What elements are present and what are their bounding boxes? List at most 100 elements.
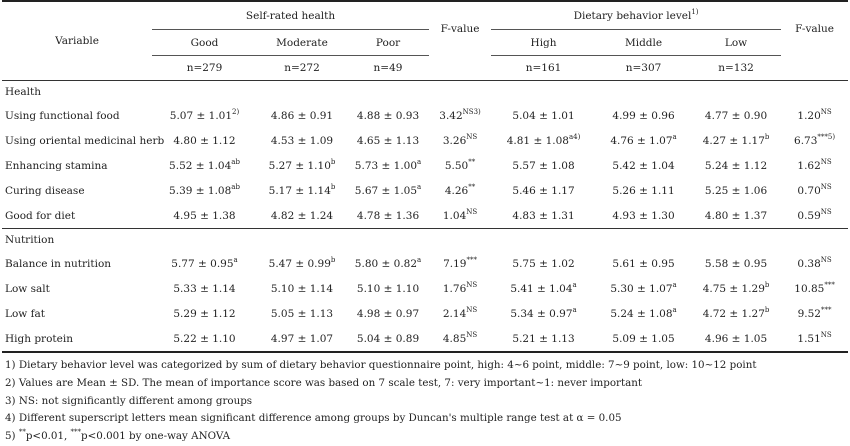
footnote-5-sup1: ** [18, 428, 26, 437]
table-row: Using functional food 5.07 ± 1.012) 4.86 ±… [2, 103, 848, 128]
table-row: Curing disease 5.39 ± 1.08ab 5.17 ± 1.14b 5… [2, 178, 848, 203]
cell-value: 0.38 [797, 257, 821, 270]
cell-value: 4.85 [442, 332, 467, 345]
cell-value: 4.65 ± 1.13 [356, 134, 420, 147]
mean-sd-cell: 4.80 ± 1.37 [691, 203, 781, 229]
cell-value: 1.04 [442, 209, 467, 222]
fvalue-cell: 4.85NS [429, 326, 492, 353]
cell-superscript: b [330, 182, 336, 191]
header-high: High [491, 29, 597, 56]
mean-sd-cell: 5.09 ± 1.05 [596, 326, 692, 353]
cell-value: 3.42 [439, 109, 463, 122]
cell-superscript: b [330, 255, 336, 264]
cell-superscript: ** [468, 157, 476, 166]
cell-value: 5.75 ± 1.02 [512, 257, 575, 270]
cell-value: 5.30 ± 1.07 [610, 282, 673, 295]
n-high: n=161 [525, 62, 562, 74]
cell-value: 5.58 ± 0.95 [704, 257, 768, 270]
n-poor: n=49 [373, 62, 403, 74]
cell-value: 4.27 ± 1.17 [702, 134, 765, 147]
mean-sd-cell: 4.93 ± 1.30 [596, 203, 691, 229]
cell-value: 5.10 ± 1.14 [270, 282, 334, 295]
n-middle: n=307 [625, 62, 662, 74]
cell-value: 5.04 ± 1.01 [512, 109, 575, 122]
cell-value: 5.73 ± 1.00 [354, 159, 418, 172]
cell-value: 4.82 ± 1.24 [270, 209, 334, 222]
n-good: n=279 [186, 62, 223, 74]
cell-value: 5.39 ± 1.08 [169, 184, 232, 197]
mean-sd-cell: 4.95 ± 1.38 [152, 203, 257, 229]
row-label: Low fat [5, 307, 45, 320]
footnote-5-text1: p<0.01, [25, 430, 71, 443]
cell-superscript: a [572, 280, 577, 289]
mean-sd-cell: 4.97 ± 1.07 [257, 326, 347, 353]
table-row: Low salt 5.33 ± 1.14 5.10 ± 1.14 5.10 ± 1.1… [2, 276, 848, 301]
cell-value: 5.29 ± 1.12 [173, 307, 236, 320]
mean-sd-cell: 5.30 ± 1.07a [596, 276, 691, 301]
table-body: Health Using functional food 5.07 ± 1.012)… [2, 81, 849, 353]
section-title: Nutrition [2, 228, 849, 251]
mean-sd-cell: 4.27 ± 1.17b [691, 128, 781, 153]
mean-sd-cell: 5.41 ± 1.04a [491, 276, 596, 301]
fvalue-cell: 4.26** [429, 178, 491, 203]
cell-value: 0.59 [797, 209, 821, 222]
mean-sd-cell: 4.88 ± 0.93 [347, 103, 429, 128]
group2-footnote-mark: 1) [691, 7, 699, 16]
cell-value: 4.80 ± 1.37 [704, 209, 768, 222]
mean-sd-cell: 5.21 ± 1.13 [491, 326, 597, 353]
header-poor: Poor [347, 29, 430, 56]
cell-value: 2.14 [442, 307, 467, 320]
cell-value: 4.76 ± 1.07 [610, 134, 673, 147]
table-row: Balance in nutrition 5.77 ± 0.95a 5.47 ± 0… [2, 251, 848, 276]
mean-sd-cell: 5.75 ± 1.02 [491, 251, 596, 276]
fvalue-cell: 1.76NS [429, 276, 491, 301]
mean-sd-cell: 5.26 ± 1.11 [596, 178, 691, 203]
mean-sd-cell: 4.98 ± 0.97 [347, 301, 429, 326]
mean-sd-cell: 4.75 ± 1.29b [691, 276, 781, 301]
row-label: Enhancing stamina [5, 159, 108, 172]
footnote-3: 3) NS: not significantly different among… [5, 394, 253, 407]
cell-value: 4.83 ± 1.31 [512, 209, 575, 222]
mean-sd-cell: 5.24 ± 1.12 [691, 153, 781, 178]
cell-superscript: b [764, 280, 770, 289]
cell-superscript: NS [466, 207, 478, 216]
fvalue-cell: 7.19*** [429, 251, 491, 276]
cell-value: 4.72 ± 1.27 [702, 307, 765, 320]
cell-value: 5.50 [444, 159, 469, 172]
fvalue-cell: 2.14NS [429, 301, 491, 326]
cell-superscript: a [672, 305, 677, 314]
mean-sd-cell: 5.29 ± 1.12 [152, 301, 257, 326]
fvalue-cell: 10.85*** [781, 276, 848, 301]
footnotes: 1) Dietary behavior level was categorize… [2, 353, 848, 446]
section-row: Health [2, 81, 848, 104]
cell-value: 1.51 [797, 332, 821, 345]
fvalue-cell: 3.42NS3) [429, 103, 491, 128]
mean-sd-cell: 5.10 ± 1.10 [347, 276, 429, 301]
cell-value: 4.78 ± 1.36 [356, 209, 420, 222]
cell-value: 5.33 ± 1.14 [173, 282, 236, 295]
row-label: Balance in nutrition [5, 257, 112, 270]
cell-value: 4.98 ± 0.97 [356, 307, 420, 320]
mean-sd-cell: 5.39 ± 1.08ab [152, 178, 257, 203]
cell-superscript: a [672, 132, 677, 141]
cell-value: 1.62 [797, 159, 821, 172]
row-label: Using oriental medicinal herb [5, 134, 165, 147]
section-row: Nutrition [2, 228, 849, 251]
fvalue-cell: 0.59NS [781, 203, 848, 229]
cell-value: 4.99 ± 0.96 [612, 109, 675, 122]
mean-sd-cell: 5.77 ± 0.95a [152, 251, 257, 276]
header-fvalue-1: F-value [429, 0, 492, 56]
mean-sd-cell: 4.96 ± 1.05 [691, 326, 782, 353]
row-label: High protein [2, 326, 152, 353]
cell-value: 1.76 [442, 282, 467, 295]
row-label: Good for diet [5, 209, 76, 222]
cell-value: 5.57 ± 1.08 [512, 159, 575, 172]
mean-sd-cell: 4.53 ± 1.09 [257, 128, 347, 153]
cell-value: 5.04 ± 0.89 [356, 332, 420, 345]
section-title: Health [5, 86, 41, 98]
cell-value: 4.26 [444, 184, 469, 197]
mean-sd-cell: 4.80 ± 1.12 [152, 128, 257, 153]
cell-value: 4.80 ± 1.12 [173, 134, 236, 147]
mean-sd-cell: 5.34 ± 0.97a [491, 301, 596, 326]
